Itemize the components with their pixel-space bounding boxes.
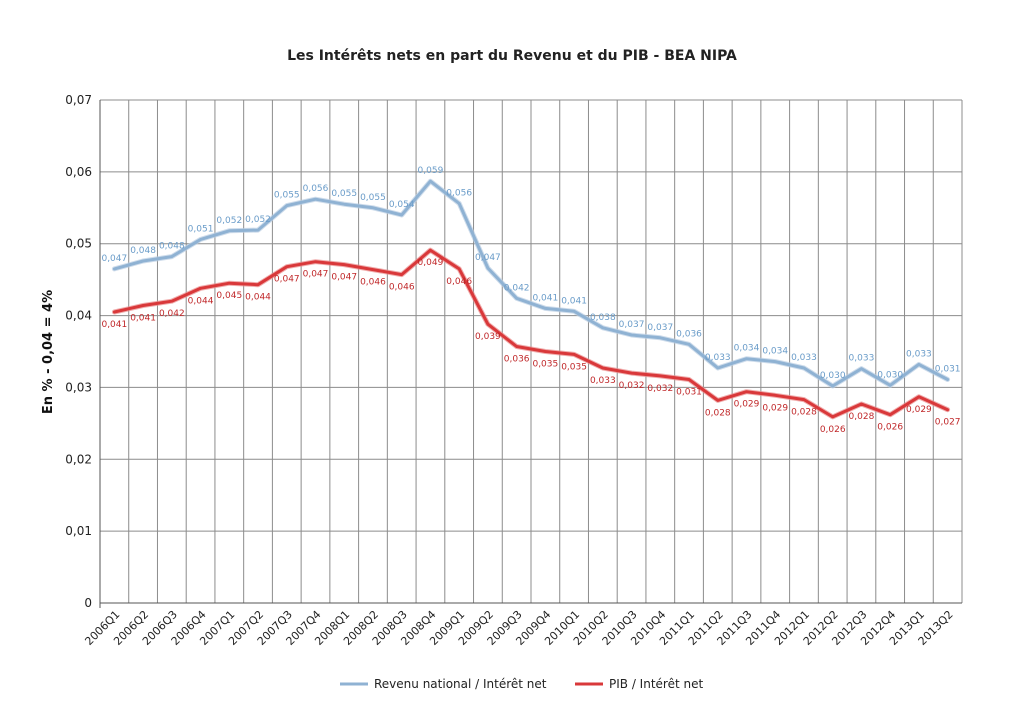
data-label: 0,051 — [188, 224, 214, 234]
data-label: 0,034 — [762, 347, 788, 357]
data-label: 0,026 — [877, 423, 903, 433]
data-label: 0,033 — [791, 353, 817, 363]
data-label: 0,055 — [274, 191, 300, 201]
data-label: 0,041 — [532, 293, 558, 303]
chart-title: Les Intérêts nets en part du Revenu et d… — [287, 48, 737, 64]
data-label: 0,037 — [619, 320, 645, 330]
data-label: 0,029 — [906, 405, 932, 415]
data-label: 0,048 — [159, 242, 185, 252]
y-axis-label: En % - 0,04 = 4% — [41, 290, 56, 414]
data-label: 0,037 — [647, 323, 673, 333]
y-tick-label: 0,01 — [65, 524, 92, 538]
data-label: 0,055 — [360, 193, 386, 203]
data-label: 0,028 — [849, 412, 875, 422]
data-label: 0,029 — [734, 400, 760, 410]
data-label: 0,052 — [245, 215, 271, 225]
data-label: 0,039 — [475, 332, 501, 342]
data-label: 0,041 — [561, 296, 587, 306]
y-tick-label: 0 — [84, 596, 92, 610]
y-tick-label: 0,05 — [65, 237, 92, 251]
data-label: 0,047 — [303, 270, 329, 280]
data-label: 0,045 — [216, 291, 242, 301]
data-label: 0,041 — [101, 320, 127, 330]
data-label: 0,056 — [446, 188, 472, 198]
y-tick-label: 0,07 — [65, 93, 92, 107]
legend-label-revenu: Revenu national / Intérêt net — [374, 677, 547, 691]
series-lines — [111, 178, 951, 420]
legend-label-pib: PIB / Intérêt net — [609, 677, 703, 691]
y-tick-label: 0,04 — [65, 309, 92, 323]
data-label: 0,046 — [389, 283, 415, 293]
data-label: 0,033 — [705, 353, 731, 363]
data-label: 0,047 — [274, 275, 300, 285]
data-label: 0,049 — [418, 258, 444, 268]
data-label: 0,031 — [676, 388, 702, 398]
data-label: 0,038 — [590, 313, 616, 323]
pib-series-line — [112, 248, 950, 419]
data-label: 0,028 — [705, 408, 731, 418]
y-tick-label: 0,06 — [65, 165, 92, 179]
data-label: 0,036 — [676, 329, 702, 339]
data-label: 0,042 — [159, 309, 185, 319]
data-label: 0,052 — [216, 216, 242, 226]
y-tick-label: 0,03 — [65, 380, 92, 394]
data-label: 0,030 — [877, 370, 903, 380]
data-label: 0,031 — [935, 365, 961, 375]
data-label: 0,044 — [188, 296, 214, 306]
data-label: 0,028 — [791, 408, 817, 418]
data-label: 0,027 — [935, 418, 961, 428]
data-label: 0,032 — [619, 381, 645, 391]
data-label: 0,029 — [762, 403, 788, 413]
data-label: 0,032 — [647, 384, 673, 394]
data-label: 0,059 — [418, 166, 444, 176]
data-label: 0,042 — [504, 283, 530, 293]
data-label: 0,033 — [906, 349, 932, 359]
data-label: 0,047 — [475, 253, 501, 263]
data-label: 0,034 — [734, 344, 760, 354]
data-label: 0,054 — [389, 200, 415, 210]
data-label: 0,026 — [820, 425, 846, 435]
data-label: 0,047 — [101, 254, 127, 264]
data-label: 0,056 — [303, 184, 329, 194]
data-label: 0,047 — [331, 273, 357, 283]
data-label: 0,055 — [331, 189, 357, 199]
data-label: 0,035 — [532, 360, 558, 370]
data-label: 0,033 — [849, 354, 875, 364]
data-label: 0,046 — [446, 277, 472, 287]
data-label: 0,036 — [504, 354, 530, 364]
data-label: 0,041 — [130, 314, 156, 324]
y-tick-label: 0,02 — [65, 452, 92, 466]
legend: Revenu national / Intérêt net PIB / Intér… — [340, 677, 703, 691]
data-label: 0,048 — [130, 246, 156, 256]
data-label: 0,046 — [360, 278, 386, 288]
data-label: 0,030 — [820, 371, 846, 381]
data-label: 0,035 — [561, 362, 587, 372]
data-label: 0,044 — [245, 293, 271, 303]
revenu-series-line — [112, 179, 950, 388]
data-label: 0,033 — [590, 376, 616, 386]
